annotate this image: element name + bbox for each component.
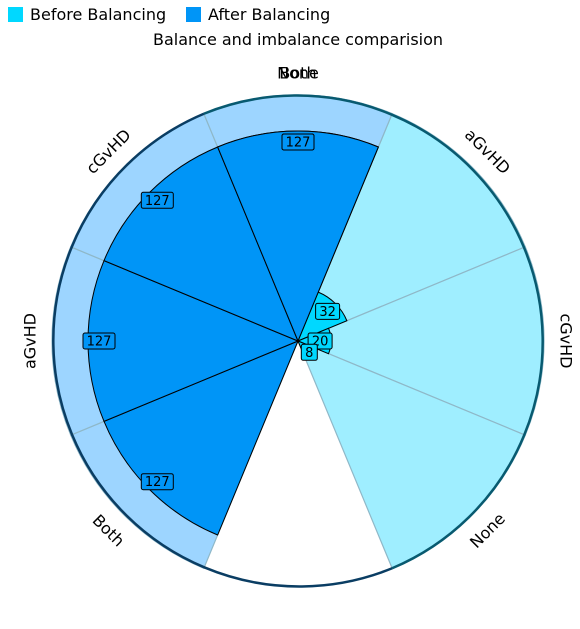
value-label-after-balancing-agvhd: 127: [82, 332, 116, 350]
value-label-after-balancing-cgvhd: 127: [140, 191, 174, 209]
value-label-box: [281, 133, 315, 151]
value-label-before-balancing-agvhd: 32: [315, 302, 341, 320]
outer-border-after-balancing: [52, 112, 393, 588]
category-label-before-balancing-none: None: [466, 509, 509, 552]
value-label-before-balancing-none: 8: [300, 343, 318, 361]
outer-border-before-balancing: [203, 94, 544, 570]
category-label-after-balancing-both: Both: [89, 511, 129, 551]
category-label-before-balancing-both: Both: [279, 64, 316, 83]
legend: Before Balancing After Balancing: [8, 5, 330, 24]
value-label-text: 127: [145, 194, 170, 209]
category-label-after-balancing-agvhd: aGvHD: [21, 313, 40, 369]
value-label-text: 127: [145, 475, 170, 490]
value-label-after-balancing-both: 127: [140, 473, 174, 491]
value-label-box: [300, 343, 318, 361]
value-label-text: 8: [305, 346, 313, 361]
bar-after-balancing-none: [216, 130, 380, 343]
legend-label-before-balancing: Before Balancing: [30, 5, 166, 24]
chart-title: Balance and imbalance comparision: [153, 30, 443, 49]
value-label-box: [140, 191, 174, 209]
value-label-box: [315, 302, 341, 320]
value-label-text: 127: [286, 136, 311, 151]
legend-swatch-after-balancing: [186, 7, 201, 22]
legend-label-after-balancing: After Balancing: [208, 5, 330, 24]
value-labels: 12732208127127127127: [82, 133, 341, 491]
value-label-after-balancing-none: 127: [281, 133, 315, 151]
legend-swatch-before-balancing: [8, 7, 23, 22]
value-label-text: 32: [319, 305, 336, 320]
value-label-box: [140, 473, 174, 491]
value-label-text: 127: [87, 335, 112, 350]
category-label-before-balancing-cgvhd: cGvHD: [557, 313, 576, 368]
value-label-box: [82, 332, 116, 350]
category-label-after-balancing-none: None: [277, 64, 319, 83]
